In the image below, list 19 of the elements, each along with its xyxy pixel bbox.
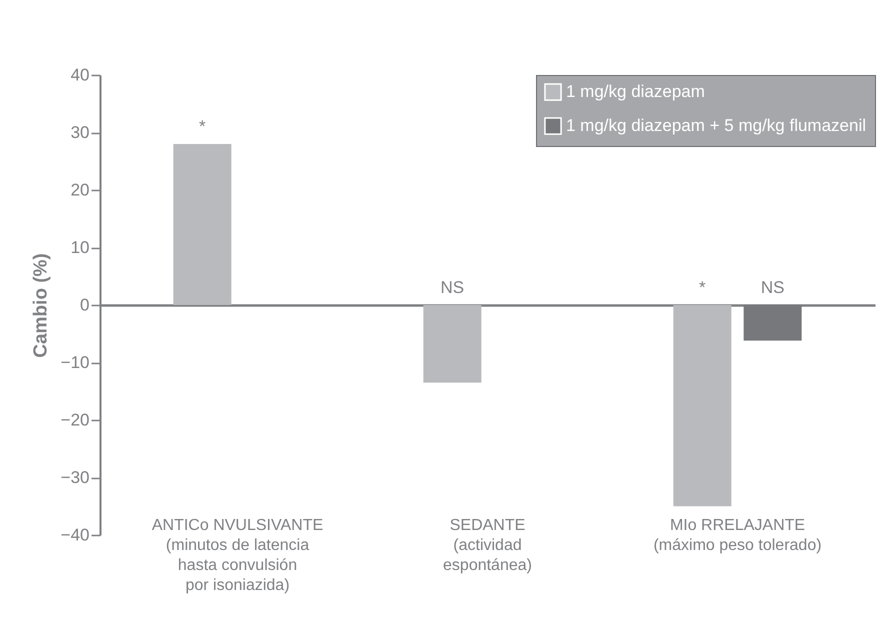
x-tick-label: MIo RRELAJANTE (máximo peso tolerado) xyxy=(653,516,822,554)
annotation: NS xyxy=(760,278,784,297)
legend-label: 1 mg/kg diazepam + 5 mg/kg flumazenil xyxy=(566,116,866,135)
x-tick-label: ANTICo NVULSIVANTE (minutos de latencia hasta convulsión por isoniazida) xyxy=(152,516,324,594)
y-tick-label: −40 xyxy=(60,526,90,544)
y-tick-label: −30 xyxy=(60,468,90,487)
y-tick-label: 0 xyxy=(80,296,90,314)
y-tick-label: 30 xyxy=(70,123,90,142)
x-tick-label: SEDANTE (actividad espontánea) xyxy=(443,516,532,574)
y-tick-label: −20 xyxy=(60,410,90,430)
y-tick-label: −10 xyxy=(60,353,90,372)
annotation: * xyxy=(199,117,206,136)
y-axis-title: Cambio (%) xyxy=(30,253,52,358)
y-tick-label: 20 xyxy=(70,180,90,200)
legend-label: 1 mg/kg diazepam xyxy=(566,82,705,101)
y-tick-label: 40 xyxy=(70,66,90,84)
y-tick-label: 10 xyxy=(70,238,90,257)
annotation: * xyxy=(699,278,706,297)
annotation: NS xyxy=(440,278,464,297)
